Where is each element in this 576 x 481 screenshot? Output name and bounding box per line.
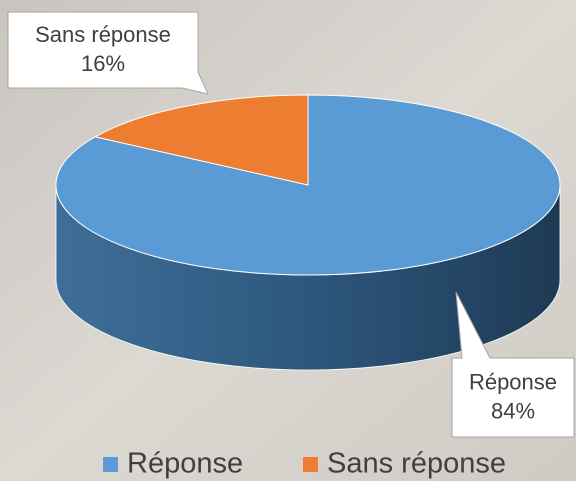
legend-label: Sans réponse [327,448,506,480]
data-label: Sans réponse 16% [35,22,171,76]
callout-box [451,291,575,438]
data-label: Réponse 84% [469,369,557,423]
legend: Réponse Sans réponse [103,448,506,480]
data-label-category: Réponse [469,369,557,394]
pie [55,94,561,371]
data-label-category: Sans réponse [35,22,171,47]
legend-swatch [303,457,318,472]
data-label-value: 16% [81,51,125,76]
legend-swatch [103,457,118,472]
callouts: Réponse 84% Sans réponse 16% [7,11,575,438]
callout-box [7,11,209,95]
pie-slice [93,94,309,186]
legend-label: Réponse [127,448,243,480]
data-label-value: 84% [491,398,535,423]
